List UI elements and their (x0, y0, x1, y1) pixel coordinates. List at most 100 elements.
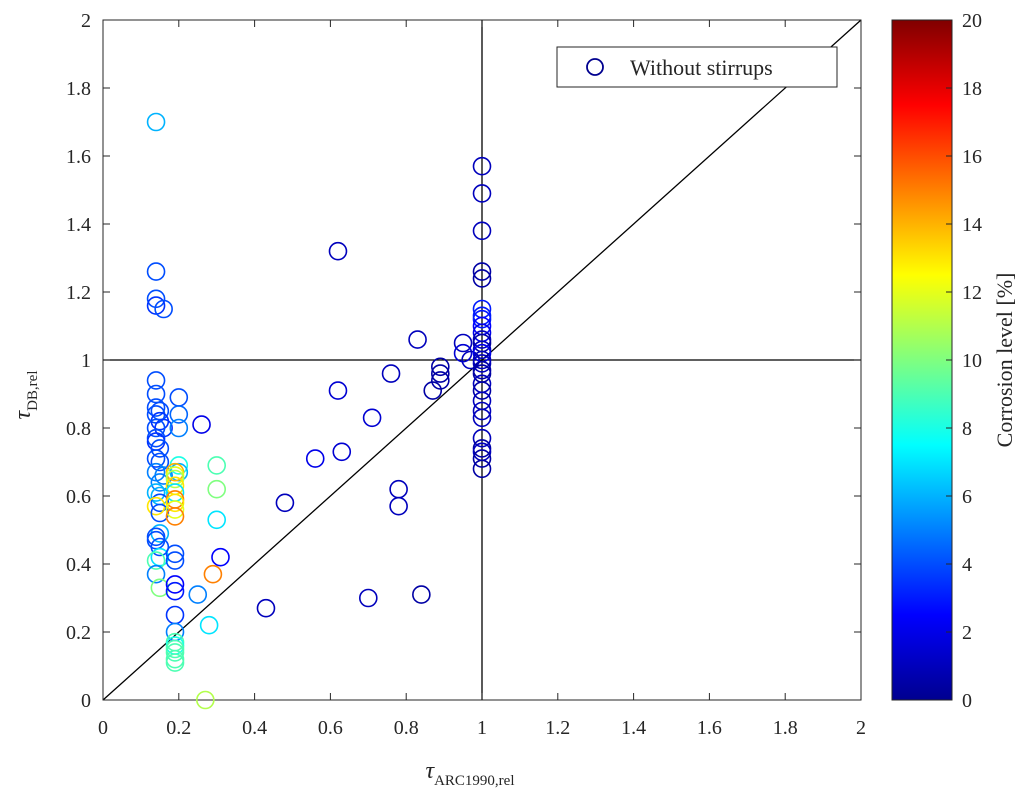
data-point (207, 510, 226, 530)
x-axis-label: τARC1990,rel (425, 758, 514, 789)
plot-area (102, 19, 862, 710)
x-tick-label: 1.6 (697, 717, 722, 739)
x-tick-label: 1.8 (773, 717, 798, 739)
data-point (362, 408, 382, 428)
data-point (328, 241, 348, 261)
data-point (146, 371, 166, 390)
data-point (358, 588, 378, 608)
data-point (453, 343, 473, 363)
x-axis-label-subscript: ARC1990,rel (434, 773, 514, 789)
colorbar: 0 2 4 6 8 10 12 14 16 18 20 Corrosion level [%] (891, 10, 1017, 712)
data-point (256, 598, 276, 618)
data-point (146, 262, 166, 281)
colorbar-tick-label: 8 (962, 418, 972, 440)
data-point (165, 643, 185, 662)
data-point (431, 364, 450, 383)
colorbar-gradient (891, 19, 953, 701)
data-point (431, 357, 450, 377)
y-tick-label: 0 (81, 690, 91, 712)
data-point (199, 615, 219, 635)
data-point (192, 415, 211, 434)
data-point (150, 537, 170, 557)
data-point (453, 333, 473, 353)
data-point (146, 384, 166, 404)
data-point (165, 493, 185, 513)
y-axis-ticks: 0 0.2 0.4 0.6 0.8 1 1.2 1.4 1.6 1.8 2 (66, 10, 861, 712)
data-point (169, 405, 189, 424)
data-point (207, 479, 226, 499)
data-point (146, 418, 166, 438)
x-axis-label-symbol: τ (425, 758, 435, 784)
x-tick-label: 0.8 (394, 717, 419, 739)
data-point (207, 456, 226, 475)
legend-marker-icon (586, 58, 604, 76)
data-point (169, 418, 189, 438)
data-point (169, 388, 189, 407)
data-point (472, 309, 492, 329)
y-tick-label: 1.4 (66, 214, 91, 236)
x-tick-label: 1.4 (621, 717, 646, 739)
data-point (165, 605, 185, 625)
x-axis-ticks: 0 0.2 0.4 0.6 0.8 1 1.2 1.4 1.6 1.8 2 (98, 20, 866, 739)
data-point (146, 449, 166, 468)
data-point (146, 112, 166, 132)
data-point (328, 381, 348, 400)
data-point (275, 493, 295, 513)
colorbar-ticks: 0 2 4 6 8 10 12 14 16 18 20 (946, 10, 982, 712)
data-point (150, 473, 170, 492)
data-point (150, 578, 170, 598)
data-point (381, 364, 401, 383)
data-point (461, 350, 480, 370)
data-point (150, 439, 170, 458)
colorbar-tick-label: 0 (962, 690, 972, 712)
colorbar-tick-label: 10 (962, 350, 982, 372)
colorbar-label: Corrosion level [%] (992, 273, 1017, 448)
y-axis-label: τDB,rel (10, 370, 41, 419)
data-point (146, 564, 166, 584)
x-tick-label: 0 (98, 717, 108, 739)
data-point (332, 442, 352, 462)
data-point (165, 653, 185, 672)
x-tick-label: 2 (856, 717, 866, 739)
y-tick-label: 0.4 (66, 554, 91, 576)
colorbar-tick-label: 2 (962, 622, 972, 644)
data-point (472, 459, 492, 479)
data-point (150, 401, 170, 421)
legend: Without stirrups (556, 46, 838, 88)
data-point (154, 299, 173, 319)
data-point (203, 564, 223, 584)
colorbar-tick-label: 16 (962, 146, 982, 168)
x-tick-label: 1 (477, 717, 487, 739)
y-tick-label: 0.6 (66, 486, 91, 508)
y-axis-label-subscript: DB,rel (25, 370, 41, 410)
colorbar-tick-label: 18 (962, 78, 982, 100)
data-point (431, 371, 450, 390)
data-point (472, 381, 492, 400)
data-point (389, 479, 408, 499)
data-point (165, 575, 185, 594)
data-point (150, 547, 170, 567)
data-point (408, 330, 427, 349)
y-tick-label: 1.8 (66, 78, 91, 100)
data-point (150, 503, 170, 523)
data-point (165, 551, 185, 570)
data-point (472, 449, 492, 468)
data-point (188, 585, 208, 604)
data-point (196, 690, 215, 710)
svg-text:τARC1990,rel: τARC1990,rel (425, 758, 514, 789)
data-point (146, 483, 166, 502)
x-tick-label: 0.4 (242, 717, 267, 739)
data-point (472, 354, 492, 373)
data-point (165, 622, 185, 642)
colorbar-tick-label: 12 (962, 282, 982, 304)
data-point (472, 262, 492, 281)
data-point (165, 581, 185, 601)
data-point (165, 469, 185, 489)
data-point (146, 398, 166, 417)
y-tick-label: 1.2 (66, 282, 91, 304)
y-tick-label: 0.2 (66, 622, 91, 644)
colorbar-tick-label: 4 (962, 554, 972, 576)
x-tick-label: 0.2 (166, 717, 191, 739)
x-tick-label: 1.2 (545, 717, 570, 739)
data-point (211, 547, 230, 567)
